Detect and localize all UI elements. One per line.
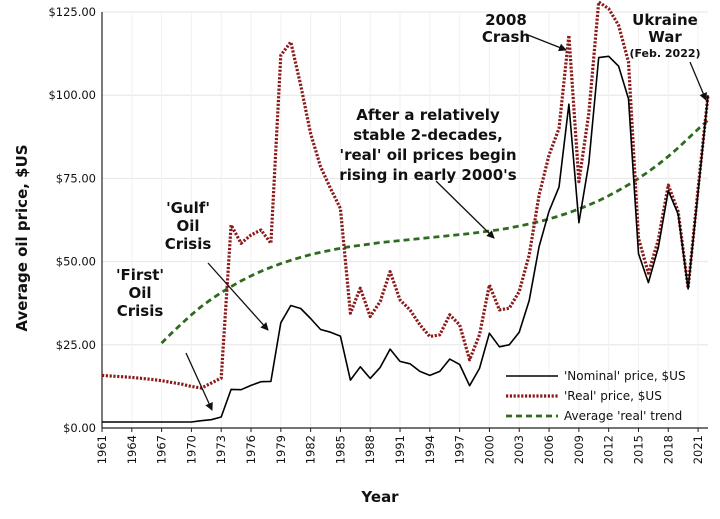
legend-label-2: Average 'real' trend [564,409,682,423]
x-tick-label: 2009 [572,435,586,464]
x-tick-label: 1994 [423,435,437,464]
y-tick-label: $75.00 [56,171,96,185]
x-tick-label: 1967 [155,435,169,464]
annotation-line: Oil [128,284,151,302]
annotation-1: 'First' Oil Crisis [116,266,164,320]
series-lines [101,0,710,423]
annotation-arrow [435,180,495,239]
annotation-line: 'First' [116,266,164,284]
x-tick-label: 2018 [661,435,675,464]
x-tick-label: 1964 [125,435,139,464]
gridlines [101,11,708,429]
annotation-line: Crisis [117,302,164,320]
annotation-3: After a relatively stable 2-decades, 'real… [339,106,516,184]
annotation-line: Ukraine [632,11,698,29]
annotation-line: rising in early 2000's [339,166,516,184]
annotation-arrow [689,61,707,101]
x-axis-title: Year [360,488,399,506]
x-tick-labels: 1961 1964 1967 1970 1973 1976 1979 1982 1985 1988… [95,435,705,464]
x-tick-label: 1961 [95,435,109,464]
x-tick-label: 1988 [363,435,377,464]
x-tick-label: 1979 [274,435,288,464]
y-axis-title: Average oil price, $US [13,144,31,331]
annotation-line: 'real' oil prices begin [339,146,516,164]
series-line-0 [102,55,709,423]
annotation-line: Oil [176,217,199,235]
annotation-line: After a relatively [356,106,500,124]
axes [101,12,708,432]
y-tick-label: $100.00 [48,88,96,102]
y-tick-label: $0.00 [63,421,96,435]
annotation-4: 2008 Crash [482,11,530,46]
x-tick-label: 2015 [631,435,645,464]
annotation-line: Crash [482,28,530,46]
annotation-line: War [648,28,682,46]
annotation-arrow [207,262,269,331]
annotation-note: (Feb. 2022) [629,47,700,60]
x-tick-label: 1970 [184,435,198,464]
y-tick-label: $25.00 [56,338,96,352]
series-line-2 [160,119,709,345]
series-line-1 [101,0,710,390]
annotation-2: 'Gulf' Oil Crisis [165,199,212,253]
x-tick-label: 2000 [482,435,496,464]
y-tick-labels: $0.00 $25.00 $50.00 $75.00 $100.00 $125.00 [48,5,96,435]
x-tick-label: 1985 [333,435,347,464]
y-tick-label: $125.00 [48,5,96,19]
annotation-line: 2008 [485,11,527,29]
annotation-5: Ukraine War [632,11,698,46]
legend-label-0: 'Nominal' price, $US [564,369,686,383]
x-tick-label: 1991 [393,435,407,464]
legend-label-1: 'Real' price, $US [564,389,662,403]
annotation-line: stable 2-decades, [353,126,503,144]
x-tick-label: 1997 [453,435,467,464]
legend: 'Nominal' price, $US 'Real' price, $US Ave… [506,369,686,423]
x-tick-label: 1982 [304,435,318,464]
x-tick-label: 2006 [542,435,556,464]
x-tick-label: 2012 [602,435,616,464]
annotation-line: Crisis [165,235,212,253]
x-tick-label: 2003 [512,435,526,464]
x-tick-label: 1973 [214,435,228,464]
annotation-arrow [527,34,567,52]
annotation-line: 'Gulf' [166,199,210,217]
y-tick-label: $50.00 [56,255,96,269]
annotation-arrow [185,352,213,411]
x-tick-label: 2021 [691,435,705,464]
x-tick-label: 1976 [244,435,258,464]
